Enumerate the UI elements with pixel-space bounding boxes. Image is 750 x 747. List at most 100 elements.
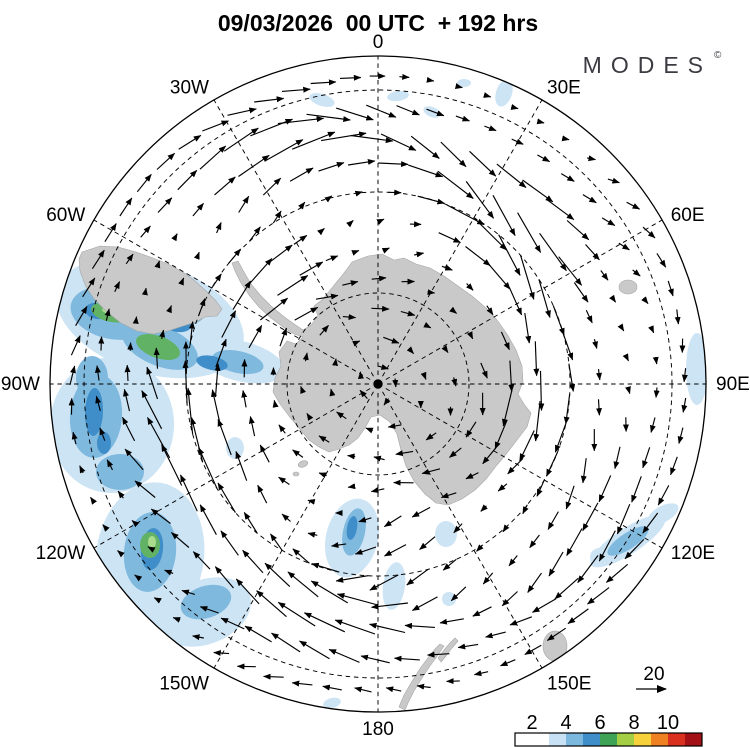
wind-arrow <box>677 427 684 444</box>
wind-arrow <box>202 120 229 132</box>
wind-arrow <box>192 634 204 641</box>
meridian-line <box>382 99 543 377</box>
wind-arrow <box>681 368 688 383</box>
wind-arrow <box>281 513 291 522</box>
wind-arrow <box>98 336 105 351</box>
wind-arrow <box>358 516 372 523</box>
wind-arrow <box>192 203 204 217</box>
wind-arrow <box>453 523 463 534</box>
wind-arrow <box>75 305 88 326</box>
wind-arrow <box>106 459 114 471</box>
wind-arrow <box>560 173 575 182</box>
wind-arrow <box>94 365 101 381</box>
wind-arrow <box>406 346 415 354</box>
wind-arrow <box>465 472 479 480</box>
lon-label: 30E <box>547 77 581 98</box>
wind-arrow <box>248 416 256 437</box>
wind-arrow <box>383 336 400 344</box>
colorbar-cell <box>583 733 601 746</box>
wind-arrow <box>613 446 621 470</box>
wind-arrow <box>354 546 377 555</box>
wind-arrow <box>545 452 558 477</box>
wind-arrow <box>617 323 625 332</box>
wind-arrow <box>307 498 316 505</box>
wind-arrow <box>573 282 589 303</box>
wind-arrow <box>315 293 339 300</box>
lon-label: 60W <box>46 205 85 226</box>
wind-arrow <box>228 248 242 264</box>
wind-arrow <box>357 371 364 380</box>
wind-arrow <box>248 324 263 349</box>
wind-arrow <box>381 247 390 254</box>
wind-arrow <box>411 596 438 612</box>
wind-arrow <box>171 233 178 242</box>
wind-arrow <box>272 210 282 224</box>
precip-blob <box>647 503 679 525</box>
wind-arrow <box>71 431 78 445</box>
wind-arrow <box>90 496 97 505</box>
meridian-line <box>93 388 371 549</box>
wind-arrow <box>336 593 378 606</box>
colorbar-frame <box>514 732 703 747</box>
precip-blob <box>136 334 180 360</box>
wind-arrow <box>302 352 309 362</box>
wind-arrow <box>317 227 325 236</box>
wind-arrow <box>387 422 402 429</box>
colorbar-tick: 2 <box>526 712 537 734</box>
wind-arrow <box>298 201 306 210</box>
wind-arrow <box>440 141 467 168</box>
wind-arrow <box>278 424 286 434</box>
wind-arrow <box>332 358 339 367</box>
modes-logo: MODES <box>583 52 712 78</box>
wind-arrow <box>486 305 494 316</box>
wind-arrow <box>146 366 159 400</box>
wind-arrow <box>221 310 237 338</box>
wind-arrow <box>582 194 597 204</box>
wind-arrow <box>157 197 173 213</box>
wind-arrow <box>631 476 642 503</box>
wind-arrow <box>500 331 510 351</box>
wind-arrow <box>598 530 616 562</box>
wind-arrow <box>545 198 575 221</box>
wind-arrow <box>124 448 144 471</box>
wind-arrow <box>450 586 467 602</box>
colorbar-tick: 8 <box>628 712 639 734</box>
wind-arrow <box>153 347 160 369</box>
wind-arrow <box>440 492 457 499</box>
wind-arrow <box>299 261 324 276</box>
wind-arrow <box>215 338 227 368</box>
wind-arrow <box>147 546 156 553</box>
wind-arrow <box>414 251 425 258</box>
precip-blob <box>148 536 156 548</box>
wind-arrow <box>406 568 429 586</box>
wind-arrow <box>104 308 111 321</box>
wind-arrow <box>596 399 602 416</box>
wind-arrow <box>552 305 565 336</box>
wind-arrow <box>442 558 457 571</box>
wind-arrow <box>595 369 602 381</box>
wind-arrow <box>426 76 435 83</box>
wind-arrow <box>385 686 402 693</box>
wind-arrow <box>547 511 559 530</box>
wind-arrow <box>156 152 175 170</box>
wind-arrow <box>482 572 494 585</box>
wind-arrow <box>360 654 390 664</box>
wind-arrow <box>248 258 273 285</box>
wind-arrow <box>509 616 533 626</box>
wind-arrow <box>416 683 431 690</box>
wind-arrow <box>508 360 515 393</box>
wind-arrow <box>259 297 288 321</box>
wind-arrow <box>449 306 457 314</box>
wind-arrow <box>150 508 171 524</box>
colorbar-cell <box>668 733 686 746</box>
wind-arrow <box>214 176 236 196</box>
wind-arrow <box>329 388 336 397</box>
precip-blob <box>97 432 111 454</box>
wind-arrow <box>441 264 453 271</box>
wind-arrow <box>318 435 330 443</box>
wind-arrow <box>404 622 435 629</box>
wind-arrow <box>497 483 508 492</box>
wind-arrow <box>396 105 420 116</box>
wind-arrow <box>377 364 389 370</box>
